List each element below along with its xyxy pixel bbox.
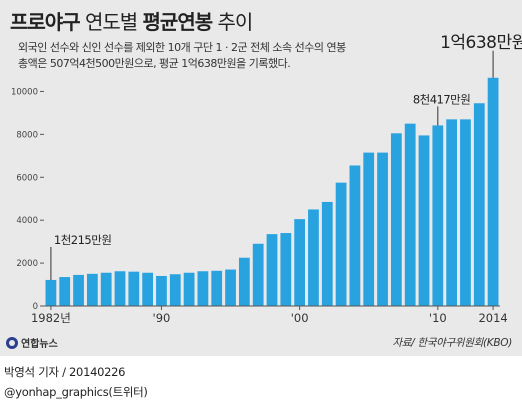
y-tick-label: 8000 (16, 130, 38, 140)
bar-2005 (363, 152, 375, 306)
bar-2010 (432, 125, 444, 307)
bar-1982 (45, 279, 57, 306)
credit-reporter: 박영석 기자 / 20140226 (4, 365, 126, 379)
logo-text: 연합뉴스 (21, 339, 58, 350)
bar-1993 (197, 271, 209, 306)
bar-1994 (211, 270, 223, 306)
y-tick-label: 10000 (11, 87, 38, 97)
credit-twitter: @yonhap_graphics(트위터) (4, 385, 148, 399)
bar-1992 (183, 272, 195, 306)
logo: 연합뉴스 (6, 335, 58, 350)
bar-2002 (321, 201, 333, 306)
x-tick-label: 1982년 (31, 311, 71, 325)
bar-1997 (252, 243, 264, 306)
bar-1996 (238, 257, 250, 306)
bar-1991 (169, 274, 181, 306)
annotation-label: 1천215만원 (54, 233, 112, 247)
bar-1999 (280, 233, 292, 306)
title-part-yearly: 연도별 (79, 10, 143, 34)
bar-2003 (335, 182, 347, 306)
chart-title: 프로야구 연도별 평균연봉 추이 (10, 6, 253, 35)
bar-1987 (114, 271, 126, 306)
title-part-baseball: 프로야구 (10, 10, 81, 34)
bar-2004 (349, 165, 361, 306)
y-tick-label: 0 (33, 302, 38, 312)
bar-1984 (73, 274, 84, 306)
y-tick-label: 2000 (16, 259, 38, 269)
x-tick-label: '90 (153, 311, 171, 325)
title-part-avg-salary: 평균연봉 (142, 10, 214, 34)
bar-1985 (86, 273, 98, 306)
bar-chart: 0 2000 4000 6000 8000 10000 1982년 '90 '00 '10 2014… (11, 33, 522, 325)
annotation-label: 1억638만원 (440, 33, 522, 53)
bar-2000 (294, 219, 306, 306)
yonhap-logo-icon (6, 336, 18, 349)
bar-1990 (156, 275, 167, 306)
chart-subtitle: 외국인 선수와 신인 선수를 제외한 10개 구단 1 · 2군 전체 소속 선… (18, 41, 346, 70)
bar-1998 (266, 234, 278, 306)
bar-2008 (404, 123, 416, 307)
bar-1986 (100, 272, 112, 306)
y-tick-label: 4000 (16, 216, 38, 226)
x-tick-label: '10 (429, 311, 447, 325)
bar-2001 (308, 209, 319, 306)
bar-1995 (225, 269, 236, 306)
bar-1988 (128, 271, 140, 306)
chart-card: 프로야구 연도별 평균연봉 추이 외국인 선수와 신인 선수를 제외한 10개 … (0, 0, 522, 356)
y-tick-label: 6000 (16, 173, 38, 183)
annotation-label: 8천417만원 (413, 92, 471, 106)
bar-1983 (59, 277, 71, 306)
source-note: 자료/ 한국야구위원회(KBO) (392, 337, 512, 349)
title-part-trend: 추이 (212, 10, 253, 34)
bar-2009 (418, 135, 430, 306)
bar-1989 (142, 272, 154, 306)
x-tick-label: 2014 (478, 311, 507, 325)
bar-2014 (487, 77, 499, 307)
bar-2011 (446, 119, 458, 306)
bar-2007 (390, 133, 402, 306)
bar-2012 (460, 119, 471, 306)
x-tick-label: '00 (291, 311, 309, 325)
bar-2006 (377, 152, 388, 306)
bar-2013 (473, 103, 485, 306)
